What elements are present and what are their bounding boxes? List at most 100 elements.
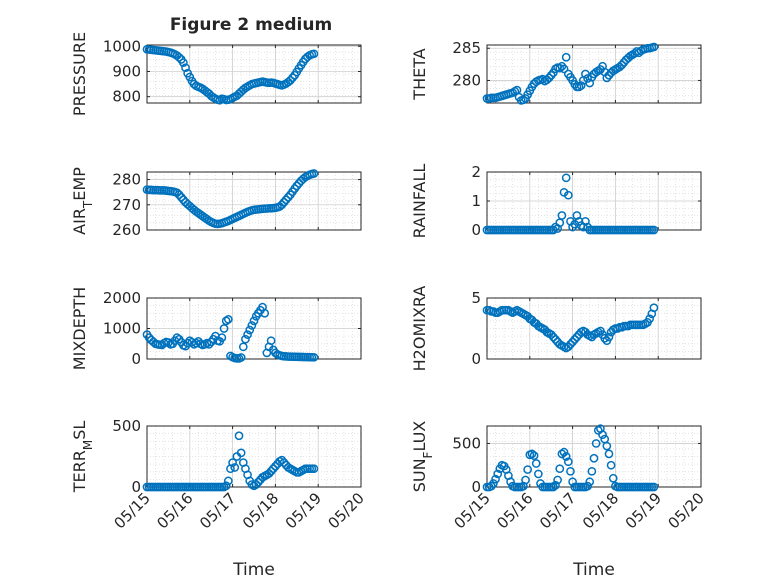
data-point [277,200,287,210]
data-point [604,70,614,80]
data-point [241,334,250,344]
data-point [202,214,212,224]
data-point [563,190,573,200]
subplot-air-temp: 260 270 280 AIRTEMP [70,167,362,239]
x-tick-label: 05/16 [153,489,196,532]
data-point [223,315,233,324]
y-axis-label: RAINFALL [410,164,429,239]
data-point [294,178,304,188]
y-tick-label: 0 [131,350,141,368]
data-point [561,52,571,62]
data-point [172,188,182,198]
data-point [234,431,244,441]
x-tick-label: 05/19 [282,489,325,532]
data-point [309,352,319,362]
y-axis-label: THETA [410,48,429,100]
data-point [566,466,575,476]
x-tick-label: 05/18 [239,489,282,532]
data-point [279,458,289,467]
data-point [608,473,618,483]
data-point [189,79,199,89]
data-point [557,211,567,220]
y-tick-label: 5 [471,289,481,307]
y-tick-label: 500 [112,417,141,435]
x-tick-label: 05/19 [622,489,665,532]
y-tick-label: 500 [452,434,481,452]
data-point [572,332,582,342]
data-point [506,477,515,487]
data-point [602,441,612,451]
y-axis-label: AIRTEMP [70,167,95,235]
data-point [606,460,616,470]
data-point [529,451,539,460]
data-point [292,181,302,191]
data-point [493,469,503,479]
subplot-rainfall: 0 1 2 RAINFALL [410,163,702,239]
data-point [574,216,584,226]
data-point [598,430,607,440]
data-point [286,75,295,85]
data-point [546,70,556,80]
y-tick-label: 1000 [103,320,141,338]
data-point [615,62,625,72]
data-point [604,332,614,342]
data-point [555,464,565,474]
data-point [619,58,629,67]
y-tick-label: 1 [471,192,481,210]
data-point [266,336,276,346]
data-point [221,316,231,326]
data-point [172,333,182,342]
data-point [531,459,541,468]
axes-box [486,297,702,360]
data-point [230,463,240,472]
y-axis-label: H2OMIXRA [410,286,429,372]
x-tick-label: 05/20 [325,489,368,532]
data-point [219,324,229,333]
y-axis-label: PRESSURE [70,32,89,116]
data-point [174,53,184,62]
data-point [204,340,214,349]
axes-box [486,425,702,488]
data-point [561,452,571,461]
data-point [309,49,319,59]
data-point [563,342,573,352]
data-point [309,169,319,178]
y-tick-label: 280 [452,71,481,89]
data-point [561,173,571,183]
subplot-theta: 280 285 THETA [410,39,702,105]
data-point [176,192,186,202]
data-point [249,316,259,326]
x-tick-label: 05/17 [536,489,579,532]
data-point [309,464,319,474]
data-point [576,81,586,90]
data-point [551,480,560,490]
data-point [544,73,554,83]
data-point [649,42,659,52]
y-tick-label: 2000 [103,289,141,307]
y-tick-label: 800 [112,88,141,106]
data-point [264,469,274,478]
data-point [281,195,291,205]
data-point [251,480,261,489]
data-point [221,481,231,491]
data-point [521,475,530,485]
data-point [553,475,562,485]
data-point [546,330,556,339]
data-point [217,333,227,342]
y-tick-label: 270 [112,196,141,214]
data-point [243,330,252,339]
data-point [568,477,577,487]
data-point [181,63,190,73]
data-point [277,455,287,465]
data-point [288,73,297,83]
data-point [600,333,610,343]
data-point [247,321,257,330]
data-point [238,342,248,352]
data-point [551,335,560,344]
data-point [563,457,573,467]
data-point [523,465,533,474]
data-point [570,335,580,344]
